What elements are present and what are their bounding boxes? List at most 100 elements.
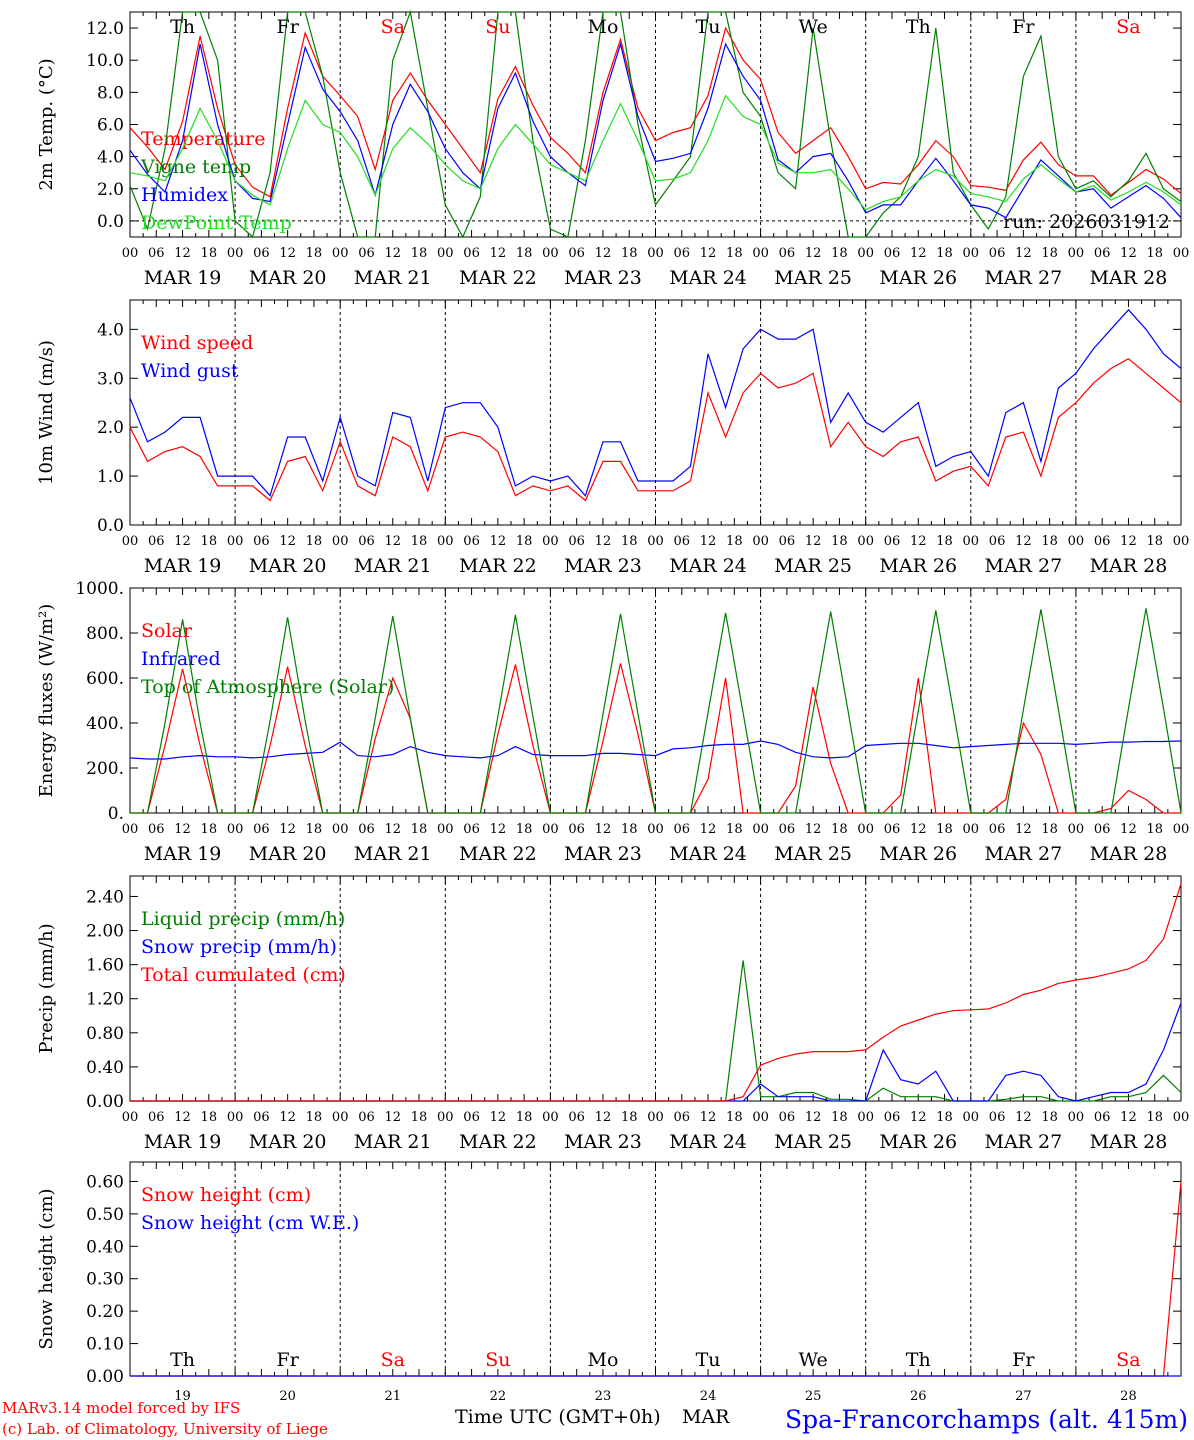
- hour-tick-label: 18: [516, 822, 533, 837]
- date-label: MAR 22: [459, 843, 537, 865]
- hour-tick-label: 12: [910, 534, 927, 549]
- hour-tick-label: 00: [1068, 246, 1085, 261]
- hour-tick-label: 00: [1068, 1110, 1085, 1125]
- y-axis-title: 10m Wind (m/s): [36, 340, 57, 485]
- date-label: MAR 19: [144, 555, 222, 577]
- series-line-infrared: [129, 740, 1182, 760]
- date-label: MAR 26: [879, 1131, 957, 1153]
- hour-tick-label: 06: [884, 1110, 901, 1125]
- day-name-top: We: [799, 16, 828, 38]
- hour-tick-label: 12: [595, 1110, 612, 1125]
- hour-tick-label: 00: [963, 822, 980, 837]
- hour-tick-label: 12: [595, 246, 612, 261]
- hour-tick-label: 00: [437, 822, 454, 837]
- y-tick-label: 0.10: [86, 1335, 124, 1355]
- date-label: MAR 25: [774, 555, 852, 577]
- hour-tick-label: 12: [490, 822, 507, 837]
- hour-tick-label: 00: [227, 822, 244, 837]
- hour-tick-label: 06: [463, 534, 480, 549]
- hour-tick-label: 18: [411, 1110, 428, 1125]
- hour-tick-label: 00: [857, 246, 874, 261]
- hour-tick-label: 18: [516, 534, 533, 549]
- y-tick-label: 1.60: [86, 956, 124, 976]
- hour-tick-label: 00: [122, 534, 139, 549]
- hour-tick-label: 18: [201, 1110, 218, 1125]
- date-label: MAR 24: [669, 1131, 747, 1153]
- hour-tick-label: 06: [253, 1110, 270, 1125]
- hour-tick-label: 06: [568, 1110, 585, 1125]
- hour-tick-label: 06: [1094, 1110, 1111, 1125]
- legend-entry: Snow height (cm W.E.): [141, 1212, 359, 1234]
- run-label: run: 2026031912: [1003, 211, 1170, 233]
- y-tick-label: 0.80: [86, 1024, 124, 1044]
- y-tick-label: 0.60: [86, 1172, 124, 1192]
- hour-tick-label: 06: [674, 534, 691, 549]
- hour-tick-label: 00: [963, 534, 980, 549]
- y-axis-title: Snow height (cm): [36, 1188, 57, 1349]
- hour-tick-label: 00: [542, 246, 559, 261]
- y-tick-label: 1.0: [97, 467, 124, 487]
- hour-tick-label: 12: [490, 1110, 507, 1125]
- hour-tick-label: 18: [306, 246, 323, 261]
- hour-tick-label: 18: [831, 534, 848, 549]
- hour-tick-label: 18: [201, 246, 218, 261]
- hour-tick-label: 06: [358, 246, 375, 261]
- series-line-vigne-temp: [129, 9, 1182, 239]
- hour-tick-label: 18: [306, 534, 323, 549]
- series-line-humidex: [129, 41, 1182, 219]
- hour-tick-label: 06: [568, 822, 585, 837]
- day-name-top: Sa: [381, 16, 405, 38]
- series-line-top-of-atmosphere-solar-: [130, 608, 1182, 814]
- day-number: 22: [490, 1389, 507, 1404]
- hour-tick-label: 00: [857, 1110, 874, 1125]
- y-tick-label: 4.0: [97, 320, 124, 340]
- hour-tick-label: 00: [647, 534, 664, 549]
- plot-frame: [129, 587, 1182, 814]
- hour-tick-label: 00: [227, 246, 244, 261]
- hour-tick-label: 12: [490, 246, 507, 261]
- hour-tick-label: 00: [857, 534, 874, 549]
- hour-tick-label: 12: [1015, 1110, 1032, 1125]
- hour-tick-label: 06: [674, 1110, 691, 1125]
- hour-tick-label: 06: [1094, 534, 1111, 549]
- hour-tick-label: 18: [1146, 534, 1163, 549]
- date-label: MAR 22: [459, 1131, 537, 1153]
- hour-tick-label: 12: [384, 534, 401, 549]
- y-tick-label: 0.00: [86, 1092, 124, 1112]
- hour-tick-label: 06: [1094, 246, 1111, 261]
- hour-tick-label: 00: [1173, 822, 1190, 837]
- y-tick-label: 0.20: [86, 1302, 124, 1322]
- hour-tick-label: 12: [595, 534, 612, 549]
- hour-tick-label: 12: [384, 822, 401, 837]
- hour-tick-label: 18: [726, 822, 743, 837]
- hour-tick-label: 18: [936, 246, 953, 261]
- hour-tick-label: 00: [332, 534, 349, 549]
- hour-tick-label: 12: [805, 534, 822, 549]
- y-tick-label: 1.20: [86, 990, 124, 1010]
- day-number: 28: [1120, 1389, 1137, 1404]
- hour-tick-label: 18: [1041, 1110, 1058, 1125]
- location-title: Spa-Francorchamps (alt. 415m): [785, 1405, 1188, 1434]
- y-tick-label: 0.00: [86, 1367, 124, 1387]
- hour-tick-label: 18: [1146, 1110, 1163, 1125]
- day-number: 26: [910, 1389, 927, 1404]
- hour-tick-label: 00: [437, 1110, 454, 1125]
- hour-tick-label: 12: [910, 1110, 927, 1125]
- date-label: MAR 23: [564, 555, 642, 577]
- hour-tick-label: 18: [936, 534, 953, 549]
- day-number: 23: [595, 1389, 612, 1404]
- hour-tick-label: 06: [989, 822, 1006, 837]
- legend-entry: Wind gust: [141, 360, 239, 382]
- hour-tick-label: 00: [752, 1110, 769, 1125]
- hour-tick-label: 12: [174, 534, 191, 549]
- legend-entry: Total cumulated (cm): [141, 964, 346, 986]
- y-tick-label: 600.: [86, 669, 124, 689]
- y-tick-label: 0.0: [97, 212, 124, 232]
- hour-tick-label: 18: [516, 1110, 533, 1125]
- hour-tick-label: 00: [963, 246, 980, 261]
- hour-tick-label: 00: [647, 246, 664, 261]
- date-label: MAR 27: [984, 267, 1062, 289]
- hour-tick-label: 00: [542, 1110, 559, 1125]
- time-axis-title: Time UTC (GMT+0h): [455, 1406, 661, 1428]
- day-name-bottom: Fr: [277, 1349, 300, 1371]
